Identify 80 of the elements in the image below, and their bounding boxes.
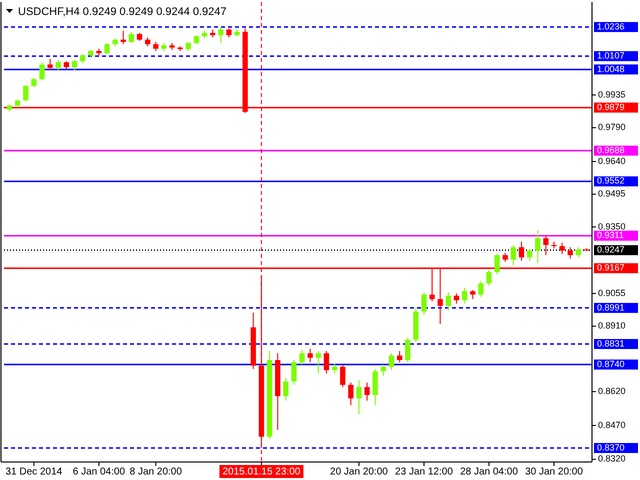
candlestick [308,348,313,363]
y-tick-label: 0.9935 [598,89,626,100]
candlestick [478,280,484,298]
ref-line-label: 1.0236 [597,21,625,32]
x-tick-label: 30 Jan 20:00 [525,466,584,478]
candlestick [494,253,500,275]
candlestick [535,230,540,264]
candlestick [291,360,297,386]
ref-line-label: 0.8740 [597,358,625,369]
candlestick [454,292,460,304]
y-tick-label: 0.8620 [598,386,626,396]
x-tick-label: 20 Jan 20:00 [330,466,388,478]
candlestick [324,350,330,374]
candlestick [316,350,321,374]
candlestick [388,352,394,371]
candlestick [47,58,53,71]
ref-line-label: 1.0107 [597,50,625,61]
y-tick-label: 0.9790 [598,122,626,132]
candlestick [510,244,516,266]
candlestick [218,26,224,44]
y-tick-label: 0.8470 [598,420,626,430]
candlestick [356,380,362,415]
x-tick-label: 28 Jan 04:00 [460,466,518,478]
candlestick [421,292,427,316]
y-tick-label: 0.9640 [598,156,626,166]
candlestick [128,31,134,44]
candlestick [120,30,126,45]
candlestick [543,235,549,256]
candlestick [518,241,524,262]
ref-line-label: 0.8991 [597,302,625,312]
candlestick [340,364,346,388]
x-tick-label: 2015.01.15 23:00 [222,466,301,478]
ref-line-label: 1.0048 [597,64,625,74]
y-tick-label: 0.9350 [598,221,626,232]
ref-line-label: 0.8831 [597,338,625,348]
candlestick [526,248,532,262]
candlestick [145,36,150,47]
candlestick [80,54,86,64]
ref-line-label: 0.8370 [597,442,625,452]
candlestick [396,350,402,363]
candlestick [186,41,191,52]
candlestick [364,382,370,402]
ref-line-label: 0.9311 [597,230,624,240]
chart-title: USDCHF,H4 0.9249 0.9249 0.9244 0.9247 [18,6,227,18]
candlestick [380,364,386,376]
candlestick [72,59,78,71]
y-tick-label: 0.8320 [598,454,626,464]
candlestick [348,382,354,406]
candlestick [486,269,492,286]
candlestick [446,292,451,311]
candlestick [104,42,110,55]
candlestick [153,41,158,52]
candlestick [56,59,61,72]
candlestick [470,290,476,300]
candlestick [372,368,378,406]
x-tick-label: 6 Jan 04:00 [72,466,126,478]
ref-line-label: 0.9247 [597,244,625,255]
candlestick [405,336,410,363]
candlestick [283,378,288,402]
candlestick [559,242,565,254]
candlestick [23,84,28,102]
candlestick [226,28,232,38]
ref-line-label: 0.9688 [597,145,625,156]
candlestick [502,252,508,262]
candlestick [31,78,37,88]
ref-line-label: 0.9167 [597,262,625,273]
ref-line-label: 0.9879 [597,102,625,112]
x-tick-label: 23 Jan 12:00 [395,466,454,478]
candlestick [299,349,305,366]
candlestick [576,246,582,258]
ref-line-label: 0.9552 [597,176,625,186]
candlestick [194,34,200,45]
x-tick-label: 31 Dec 2014 [6,466,63,478]
candlestick [568,246,573,260]
candlestick [462,287,468,304]
candlestick [39,62,45,81]
y-tick-label: 0.9495 [598,188,626,199]
y-tick-label: 0.8910 [598,320,626,331]
y-tick-label: 0.9055 [598,288,626,298]
x-tick-label: 8 Jan 20:00 [130,466,182,478]
